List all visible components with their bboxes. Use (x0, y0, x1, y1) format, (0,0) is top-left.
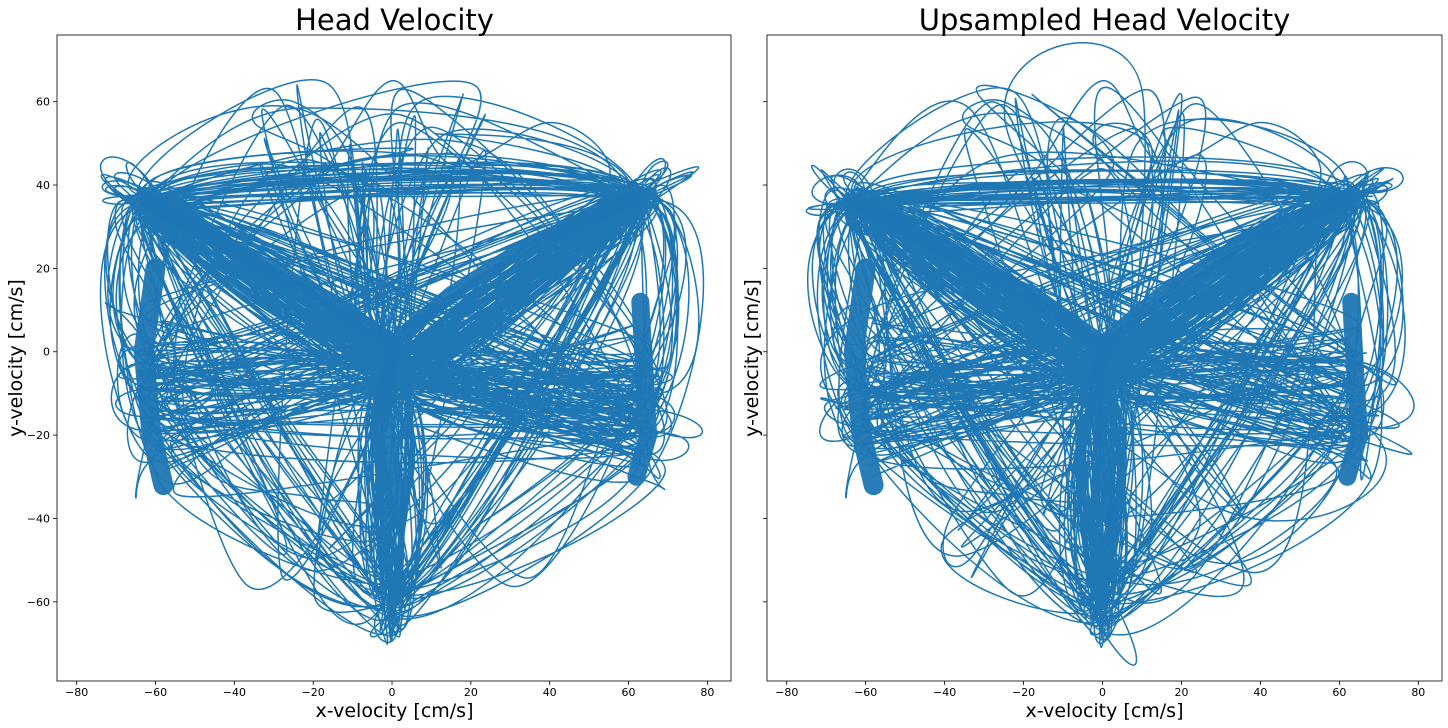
right-trajectory-dense-band (1095, 190, 1355, 351)
right-panel: Upsampled Head Velocity x-velocity [cm/s… (741, 3, 1443, 722)
right-series-line (824, 80, 1388, 638)
left-velocity-trajectory (99, 79, 705, 645)
right-chart-title: Upsampled Head Velocity (919, 3, 1291, 37)
right-trajectory-dense-band (1338, 292, 1369, 486)
left-y-tick-label: 60 (36, 96, 50, 109)
left-y-axis-label: y-velocity [cm/s] (5, 279, 27, 437)
left-x-axis-label: x-velocity [cm/s] (316, 700, 474, 722)
left-trajectory-dense-band (133, 258, 174, 496)
left-x-tick-label: 40 (543, 686, 557, 699)
right-series-group (805, 42, 1415, 666)
left-y-tick-label: 20 (36, 262, 50, 275)
left-y-tick-label: −20 (27, 429, 50, 442)
left-trajectory-dense-band (384, 190, 644, 351)
left-panel: Head Velocity x-velocity [cm/s] y-veloci… (5, 3, 732, 722)
right-x-tick-label: −60 (854, 686, 877, 699)
right-trajectory-dense-band (843, 258, 884, 496)
right-y-axis-label: y-velocity [cm/s] (741, 279, 763, 437)
left-x-tick-label: 60 (622, 686, 636, 699)
left-chart-title: Head Velocity (295, 3, 494, 37)
left-series-line (114, 80, 677, 638)
right-x-tick-label: −40 (933, 686, 956, 699)
left-y-tick-label: 40 (36, 179, 50, 192)
left-x-tick-label: 80 (700, 686, 714, 699)
left-x-tick-label: 0 (389, 686, 396, 699)
right-x-tick-label: 0 (1099, 686, 1106, 699)
right-x-tick-label: 60 (1332, 686, 1346, 699)
left-y-tick-label: 0 (43, 346, 50, 359)
left-x-tick-label: −20 (302, 686, 325, 699)
left-x-tick-label: −60 (144, 686, 167, 699)
right-x-axis-label: x-velocity [cm/s] (1026, 700, 1184, 722)
left-y-tick-label: −40 (27, 512, 50, 525)
right-axes-frame (766, 34, 1443, 682)
left-series-group (99, 79, 705, 645)
left-y-tick-label: −60 (27, 596, 50, 609)
left-x-tick-label: −40 (223, 686, 246, 699)
left-axes-frame (56, 34, 732, 682)
left-x-tick-label: 20 (464, 686, 478, 699)
left-plot-area: −80 −60 −40 −20 0 20 40 60 80 −60 −40 −20 0 20 40 60 (27, 34, 732, 699)
right-x-tick-label: 80 (1411, 686, 1425, 699)
left-x-tick-label: −80 (65, 686, 88, 699)
left-trajectory-dense-band (627, 292, 658, 486)
right-x-tick-label: 20 (1174, 686, 1188, 699)
right-x-tick-label: 40 (1253, 686, 1267, 699)
right-velocity-trajectory (805, 42, 1415, 666)
right-x-tick-label: −20 (1012, 686, 1035, 699)
right-x-tick-label: −80 (775, 686, 798, 699)
right-plot-area: −80 −60 −40 −20 0 20 40 60 80 (763, 34, 1443, 699)
